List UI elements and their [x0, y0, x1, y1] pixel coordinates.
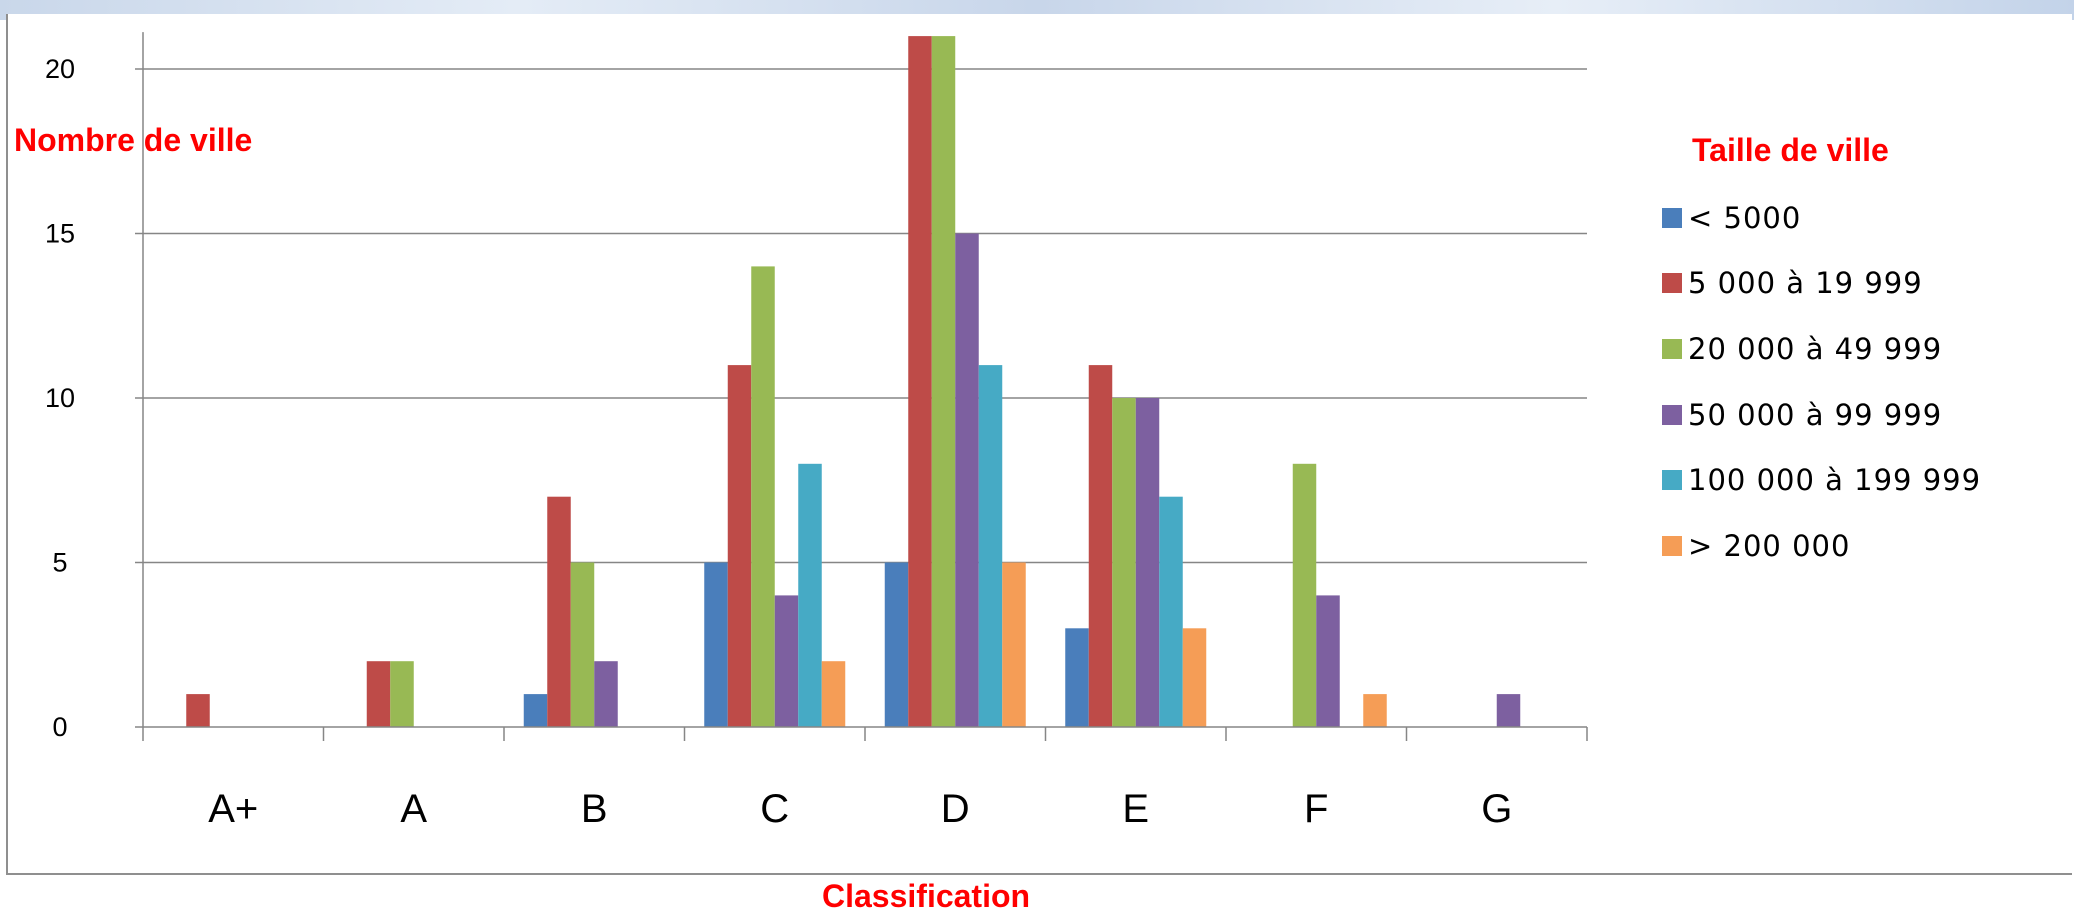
x-tick-label: D — [941, 787, 970, 831]
legend-label: 100 000 à 199 999 — [1688, 463, 1982, 498]
legend-swatch — [1662, 338, 1682, 359]
bar — [186, 694, 210, 727]
bar — [1135, 398, 1160, 727]
bar — [366, 661, 391, 727]
legend-item: 100 000 à 199 999 — [1662, 447, 1981, 513]
y-tick-label: 5 — [52, 548, 67, 578]
bar — [798, 463, 822, 727]
bar — [751, 266, 775, 727]
bar — [523, 694, 548, 727]
chart-frame — [6, 14, 2072, 875]
bar — [594, 661, 618, 727]
y-axis-label: Nombre de ville — [14, 122, 253, 158]
bar — [1363, 694, 1387, 727]
y-tick-label: 20 — [45, 54, 75, 84]
bar — [1002, 562, 1026, 727]
bar — [821, 661, 846, 727]
x-tick-label: A — [400, 787, 427, 831]
bar — [1112, 398, 1136, 727]
bar — [547, 496, 571, 727]
y-tick-label: 10 — [45, 383, 75, 413]
bar — [1182, 628, 1207, 727]
bar — [908, 36, 932, 728]
bar — [774, 595, 799, 727]
y-tick-label: 15 — [45, 219, 75, 249]
legend-item: 50 000 à 99 999 — [1662, 382, 1981, 448]
x-tick-label: A+ — [208, 787, 258, 831]
bar — [931, 36, 956, 728]
bar — [1159, 496, 1183, 727]
legend-title: Taille de ville — [1692, 132, 1889, 168]
bar — [1496, 694, 1521, 727]
legend: < 5000 5 000 à 19 999 20 000 à 49 999 50 00… — [1662, 185, 1981, 579]
bar — [884, 562, 909, 727]
bar — [390, 661, 414, 727]
bar — [1088, 365, 1113, 727]
x-axis-label: Classification — [822, 878, 1031, 914]
x-tick-label: E — [1122, 787, 1149, 831]
bar — [704, 562, 728, 727]
legend-label: > 200 000 — [1688, 528, 1851, 563]
y-tick-label: 0 — [52, 712, 67, 742]
bar — [955, 233, 979, 727]
bar — [570, 562, 595, 727]
x-tick-label: B — [581, 787, 608, 831]
legend-item: 20 000 à 49 999 — [1662, 316, 1981, 382]
legend-label: 20 000 à 49 999 — [1688, 331, 1943, 366]
legend-swatch — [1662, 535, 1682, 556]
bar — [978, 365, 1003, 727]
bar — [727, 365, 752, 727]
legend-item: > 200 000 — [1662, 513, 1981, 579]
legend-swatch — [1662, 207, 1682, 228]
bar — [1292, 463, 1317, 727]
legend-label: 50 000 à 99 999 — [1688, 397, 1943, 432]
x-tick-label: C — [760, 787, 789, 831]
legend-swatch — [1662, 273, 1682, 294]
legend-item: 5 000 à 19 999 — [1662, 251, 1981, 317]
legend-swatch — [1662, 404, 1682, 425]
x-tick-label: G — [1481, 787, 1512, 831]
legend-item: < 5000 — [1662, 185, 1981, 251]
legend-swatch — [1662, 470, 1682, 491]
legend-label: < 5000 — [1688, 200, 1802, 235]
bar — [1065, 628, 1089, 727]
legend-label: 5 000 à 19 999 — [1688, 266, 1923, 301]
bar — [1316, 595, 1340, 727]
x-tick-label: F — [1304, 787, 1328, 831]
